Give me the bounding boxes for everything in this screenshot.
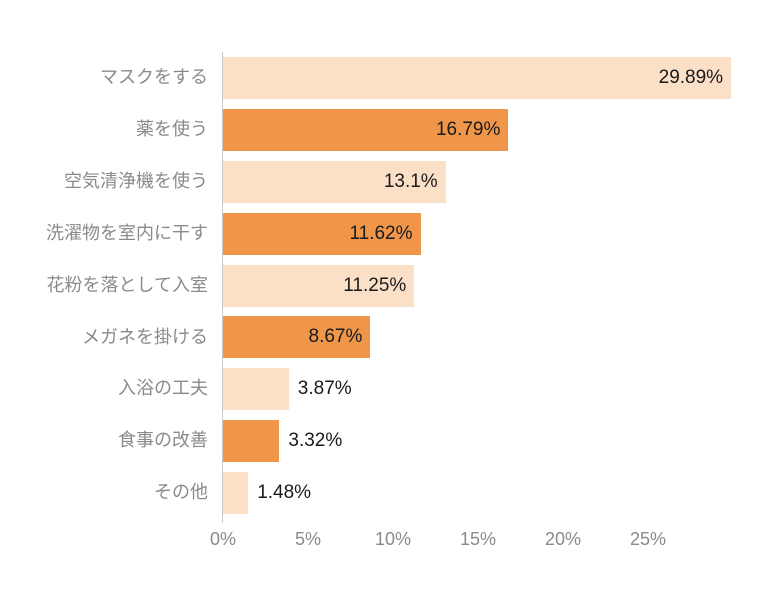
- category-label: 薬を使う: [136, 119, 208, 140]
- bar: [223, 472, 249, 515]
- x-axis-tick-label: 20%: [544, 529, 582, 549]
- x-axis-tick-label: 10%: [374, 529, 412, 549]
- x-axis-tick-label: 25%: [629, 529, 667, 549]
- value-label: 11.25%: [343, 274, 407, 296]
- bar-track: 29.89%: [223, 56, 733, 99]
- bar: [223, 420, 280, 463]
- chart-row: マスクをする 29.89%: [0, 52, 733, 104]
- category-label: 洗濯物を室内に干す: [46, 222, 208, 243]
- value-label: 3.32%: [288, 430, 343, 452]
- bar: 11.62%: [223, 212, 421, 255]
- chart-row: 入浴の工夫 3.87%: [0, 363, 733, 415]
- bar-track: 16.79%: [223, 108, 733, 151]
- chart-row: メガネを掛ける 8.67%: [0, 311, 733, 363]
- x-axis-tick-label: 0%: [209, 529, 237, 549]
- category-label: マスクをする: [100, 67, 208, 88]
- category-label: 花粉を落として入室: [46, 274, 208, 295]
- bar: 11.25%: [223, 264, 415, 307]
- chart-row: その他 1.48%: [0, 467, 733, 519]
- x-axis: 0% 5% 10% 15% 20% 25%: [0, 529, 760, 553]
- value-label: 8.67%: [308, 326, 363, 348]
- value-label: 11.62%: [349, 222, 413, 244]
- category-label: 空気清浄機を使う: [64, 170, 208, 191]
- bar: 29.89%: [223, 56, 732, 99]
- chart-rows: マスクをする 29.89% 薬を使う 16.79% 空気清浄機を使う 13.1% 洗濯物を室…: [0, 52, 733, 519]
- x-axis-tick-label: 15%: [459, 529, 497, 549]
- x-axis-tick-label: 5%: [294, 529, 322, 549]
- bar-track: 8.67%: [223, 316, 733, 359]
- value-label: 13.1%: [383, 170, 438, 192]
- bar: 8.67%: [223, 316, 371, 359]
- chart-row: 薬を使う 16.79%: [0, 104, 733, 156]
- bar-track: 3.87%: [223, 368, 733, 411]
- bar: 16.79%: [223, 108, 509, 151]
- category-label: 食事の改善: [118, 430, 208, 451]
- category-label: その他: [154, 482, 208, 503]
- value-label: 16.79%: [435, 118, 501, 140]
- bar-track: 1.48%: [223, 472, 733, 515]
- bar-track: 3.32%: [223, 420, 733, 463]
- value-label: 3.87%: [297, 378, 352, 400]
- y-axis-line: [222, 52, 223, 523]
- value-label: 29.89%: [658, 66, 724, 88]
- category-label: メガネを掛ける: [82, 326, 208, 347]
- chart-row: 洗濯物を室内に干す 11.62%: [0, 208, 733, 260]
- chart-row: 花粉を落として入室 11.25%: [0, 260, 733, 312]
- category-label: 入浴の工夫: [118, 378, 208, 399]
- bar: 13.1%: [223, 160, 446, 203]
- bar-track: 11.25%: [223, 264, 733, 307]
- chart-row: 食事の改善 3.32%: [0, 415, 733, 467]
- bar: [223, 368, 289, 411]
- bar-track: 11.62%: [223, 212, 733, 255]
- value-label: 1.48%: [257, 482, 312, 504]
- chart-row: 空気清浄機を使う 13.1%: [0, 156, 733, 208]
- bar-track: 13.1%: [223, 160, 733, 203]
